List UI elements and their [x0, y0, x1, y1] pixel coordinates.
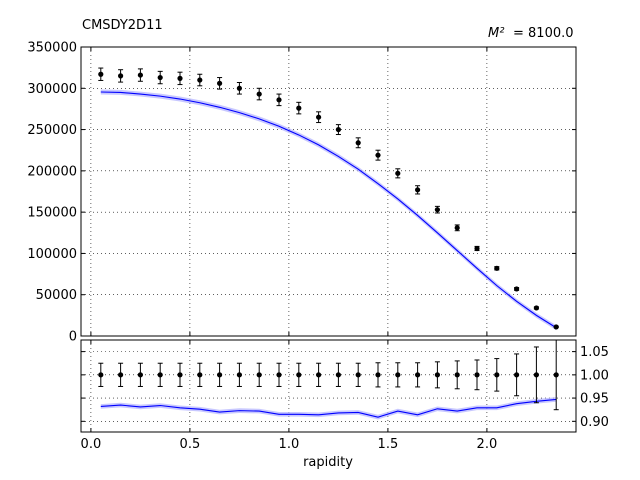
data-point: [514, 372, 520, 378]
data-point: [217, 80, 223, 86]
data-point: [434, 207, 440, 213]
data-point: [395, 372, 401, 378]
y-tick-label: 0.90: [580, 415, 609, 430]
data-point: [316, 372, 322, 378]
mass-annotation: = 8100.0: [513, 26, 574, 41]
data-point: [415, 187, 421, 193]
data-point: [474, 245, 480, 252]
data-point: [474, 372, 480, 378]
data-point: [157, 372, 163, 378]
data-point: [553, 372, 559, 378]
theory-curve: [100, 91, 557, 329]
data-point: [395, 170, 401, 176]
data-point: [355, 140, 361, 146]
y-tick-label: 350000: [27, 41, 77, 56]
data-point: [276, 97, 282, 103]
data-point: [375, 372, 381, 378]
y-tick-label: 150000: [27, 206, 77, 221]
theory-curve: [100, 398, 557, 418]
data-point: [276, 372, 282, 378]
data-point: [533, 305, 540, 311]
data-point: [177, 372, 183, 378]
y-tick-label: 100000: [27, 247, 77, 262]
data-point: [157, 74, 163, 81]
data-point: [256, 372, 262, 378]
data-point: [375, 152, 381, 158]
y-tick-label: 300000: [27, 82, 77, 97]
data-point: [217, 372, 223, 378]
y-tick-label: 200000: [27, 164, 77, 179]
data-point: [494, 265, 500, 271]
data-point: [197, 372, 203, 378]
data-point: [514, 286, 520, 292]
data-point: [454, 225, 460, 231]
data-point: [553, 324, 559, 330]
x-tick-label: 1.0: [279, 437, 300, 452]
data-point: [296, 105, 302, 111]
data-point: [137, 372, 143, 378]
data-point: [118, 73, 124, 79]
data-point: [118, 372, 124, 378]
x-tick-label: 0.0: [81, 437, 102, 452]
data-point: [296, 372, 302, 378]
data-point: [98, 71, 104, 77]
data-point: [98, 372, 104, 378]
ratio-plot-panel: 0.90 0.95 1.00 1.05 0.0 0.5 1.0 1.5 2.0: [80, 339, 609, 452]
y-tick-label: 0: [69, 330, 77, 345]
data-point: [236, 85, 242, 91]
data-point: [415, 372, 421, 378]
data-point: [335, 126, 341, 133]
data-point: [434, 372, 440, 378]
y-tick-label: 250000: [27, 123, 77, 138]
data-point: [335, 372, 341, 378]
y-tick-label: 1.00: [580, 368, 609, 383]
data-point: [533, 372, 540, 378]
data-point: [454, 372, 460, 378]
y-tick-label: 0.95: [580, 392, 609, 407]
plot-frame: [80, 339, 577, 433]
mass-symbol: M²: [488, 26, 504, 41]
y-tick-label: 1.05: [580, 345, 609, 360]
data-point: [355, 372, 361, 378]
plot-frame: [80, 46, 577, 337]
x-tick-label: 1.5: [378, 437, 399, 452]
data-point: [256, 91, 262, 97]
data-point: [137, 72, 143, 78]
data-point: [316, 114, 322, 120]
chart-title: CMSDY2D11: [82, 18, 163, 33]
data-point: [197, 77, 203, 83]
theory-uncertainty-band: [100, 89, 557, 331]
x-tick-label: 2.0: [477, 437, 498, 452]
data-point: [494, 372, 500, 378]
x-axis-label: rapidity: [303, 455, 353, 470]
y-tick-label: 50000: [36, 288, 77, 303]
x-tick-label: 0.5: [180, 437, 201, 452]
data-point: [236, 372, 242, 378]
main-plot-panel: 0 50000 100000 150000 200000 250000 300000 3500…: [27, 41, 577, 345]
data-point: [177, 75, 183, 81]
